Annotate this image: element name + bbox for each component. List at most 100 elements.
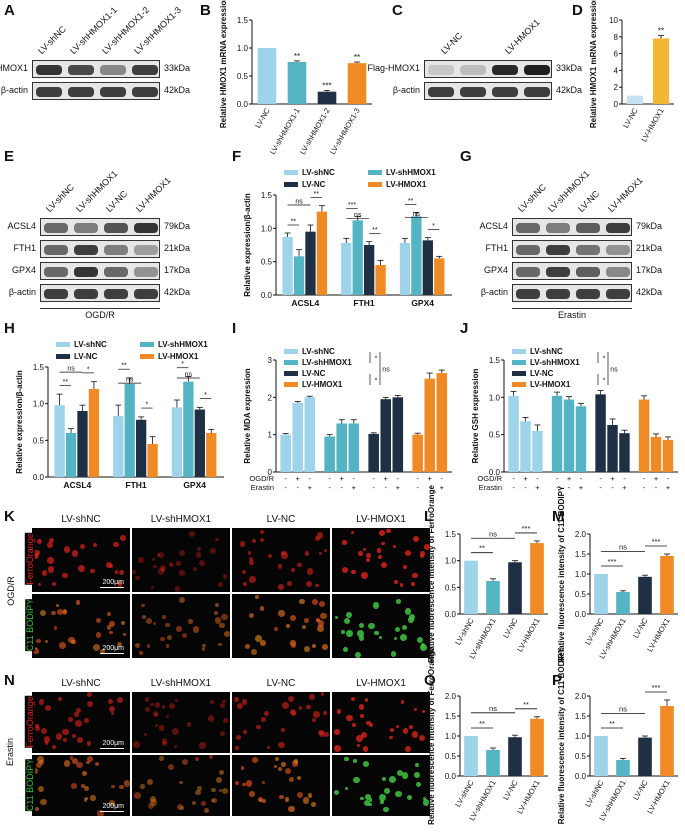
cell-spot [399, 583, 404, 587]
cell-spot [248, 612, 255, 619]
cell-spot [134, 792, 141, 799]
cell-spot [210, 700, 214, 704]
cell-spot [411, 582, 416, 587]
y-axis-label: Relative HMOX1 mRNA expression [219, 0, 228, 128]
cell-spot [140, 784, 145, 789]
cell-spot [409, 725, 413, 729]
bar [638, 737, 652, 776]
cell-spot [108, 621, 115, 628]
stain-label: FerroOrange [24, 533, 35, 585]
cell-spot [320, 612, 327, 619]
legend-swatch [284, 371, 298, 376]
cell-spot [83, 717, 89, 724]
cell-spot [372, 602, 380, 609]
cell-spot [256, 724, 261, 730]
y-tick-label: 1.5 [575, 550, 587, 559]
cell-spot [420, 643, 427, 651]
condition-name: Erastin [479, 483, 502, 492]
bar [287, 62, 307, 104]
x-tick-label: LV-NC [631, 616, 650, 640]
cell-spot [38, 699, 45, 705]
x-tick-label: FTH1 [353, 298, 375, 308]
kda-label: 79kDa [636, 221, 663, 231]
cell-spot [179, 780, 183, 785]
cell-spot [343, 646, 348, 652]
x-tick-label: LV-NC [621, 106, 640, 130]
cell-spot [381, 777, 387, 782]
protein-label: GPX4 [11, 265, 36, 275]
y-tick-label: 0.0 [237, 100, 249, 109]
protein-label: β-actin [392, 85, 420, 95]
x-tick-label: FTH1 [125, 480, 147, 490]
condition-sign: + [340, 474, 345, 483]
cell-spot [154, 723, 159, 728]
condition-sign: + [567, 474, 572, 483]
cell-spot [62, 572, 68, 579]
condition-sign: - [643, 483, 646, 492]
chart-p-c11-bodipy: 0.0 0.5 1.0 1.5 2.0 Relative fluorescence int… [557, 647, 678, 824]
blot-band [516, 223, 540, 233]
cell-spot [362, 746, 369, 752]
cell-spot [34, 723, 39, 728]
cell-spot [82, 770, 88, 776]
legend-label: LV-shNC [302, 168, 335, 177]
cell-spot [51, 582, 57, 587]
legend-swatch [56, 342, 70, 347]
y-tick-label: 1.0 [33, 400, 45, 409]
cell-spot [323, 710, 327, 715]
cell-spot [70, 756, 74, 760]
cell-spot [160, 565, 167, 572]
cell-spot [251, 756, 258, 763]
x-tick-label: GPX4 [183, 480, 206, 490]
cell-spot [160, 636, 165, 642]
x-tick-label: LV-HMOX1 [645, 617, 671, 654]
lane-label: LV-shNC [36, 23, 69, 56]
bar [652, 38, 670, 105]
bar [464, 560, 478, 614]
y-tick-label: 0.0 [575, 772, 587, 781]
cell-spot [420, 550, 425, 556]
microscopy-image [232, 594, 330, 658]
cell-spot [188, 619, 193, 624]
bar [638, 576, 652, 614]
cell-spot [346, 714, 353, 722]
y-tick-label: 1.0 [575, 570, 587, 579]
cell-spot [352, 723, 357, 727]
significance-mark: *** [608, 557, 617, 566]
cell-spot [341, 630, 345, 634]
cell-spot [377, 554, 383, 560]
cell-spot [304, 617, 309, 623]
bar [206, 433, 217, 477]
cell-spot [281, 761, 287, 767]
cell-spot [46, 541, 54, 549]
cell-spot [218, 788, 223, 793]
bar [392, 397, 404, 472]
cell-spot [86, 701, 93, 708]
x-tick-label: ACSL4 [291, 298, 319, 308]
bar [364, 245, 375, 295]
y-tick-label: 0.5 [261, 258, 273, 267]
cell-spot [386, 528, 391, 534]
kda-label: 79kDa [164, 221, 191, 231]
condition-sign: - [441, 474, 444, 483]
kda-label: 42kDa [556, 85, 583, 95]
panel-letter-b: B [200, 2, 211, 19]
cell-spot [241, 699, 248, 705]
blot-band [606, 245, 630, 255]
condition-sign: + [535, 483, 540, 492]
cell-spot [207, 714, 215, 722]
blot-band [104, 267, 128, 277]
cell-spot [176, 626, 182, 632]
bar [595, 394, 606, 472]
y-tick-label: 1.5 [445, 530, 457, 539]
blot-band [606, 267, 630, 277]
cell-spot [141, 614, 146, 619]
cell-spot [168, 763, 174, 770]
cell-spot [235, 746, 240, 751]
blot-row-fth1 [512, 240, 632, 258]
cell-spot [389, 735, 393, 740]
cell-spot [221, 613, 229, 621]
blot-band [36, 65, 62, 75]
condition-sign: - [643, 474, 646, 483]
